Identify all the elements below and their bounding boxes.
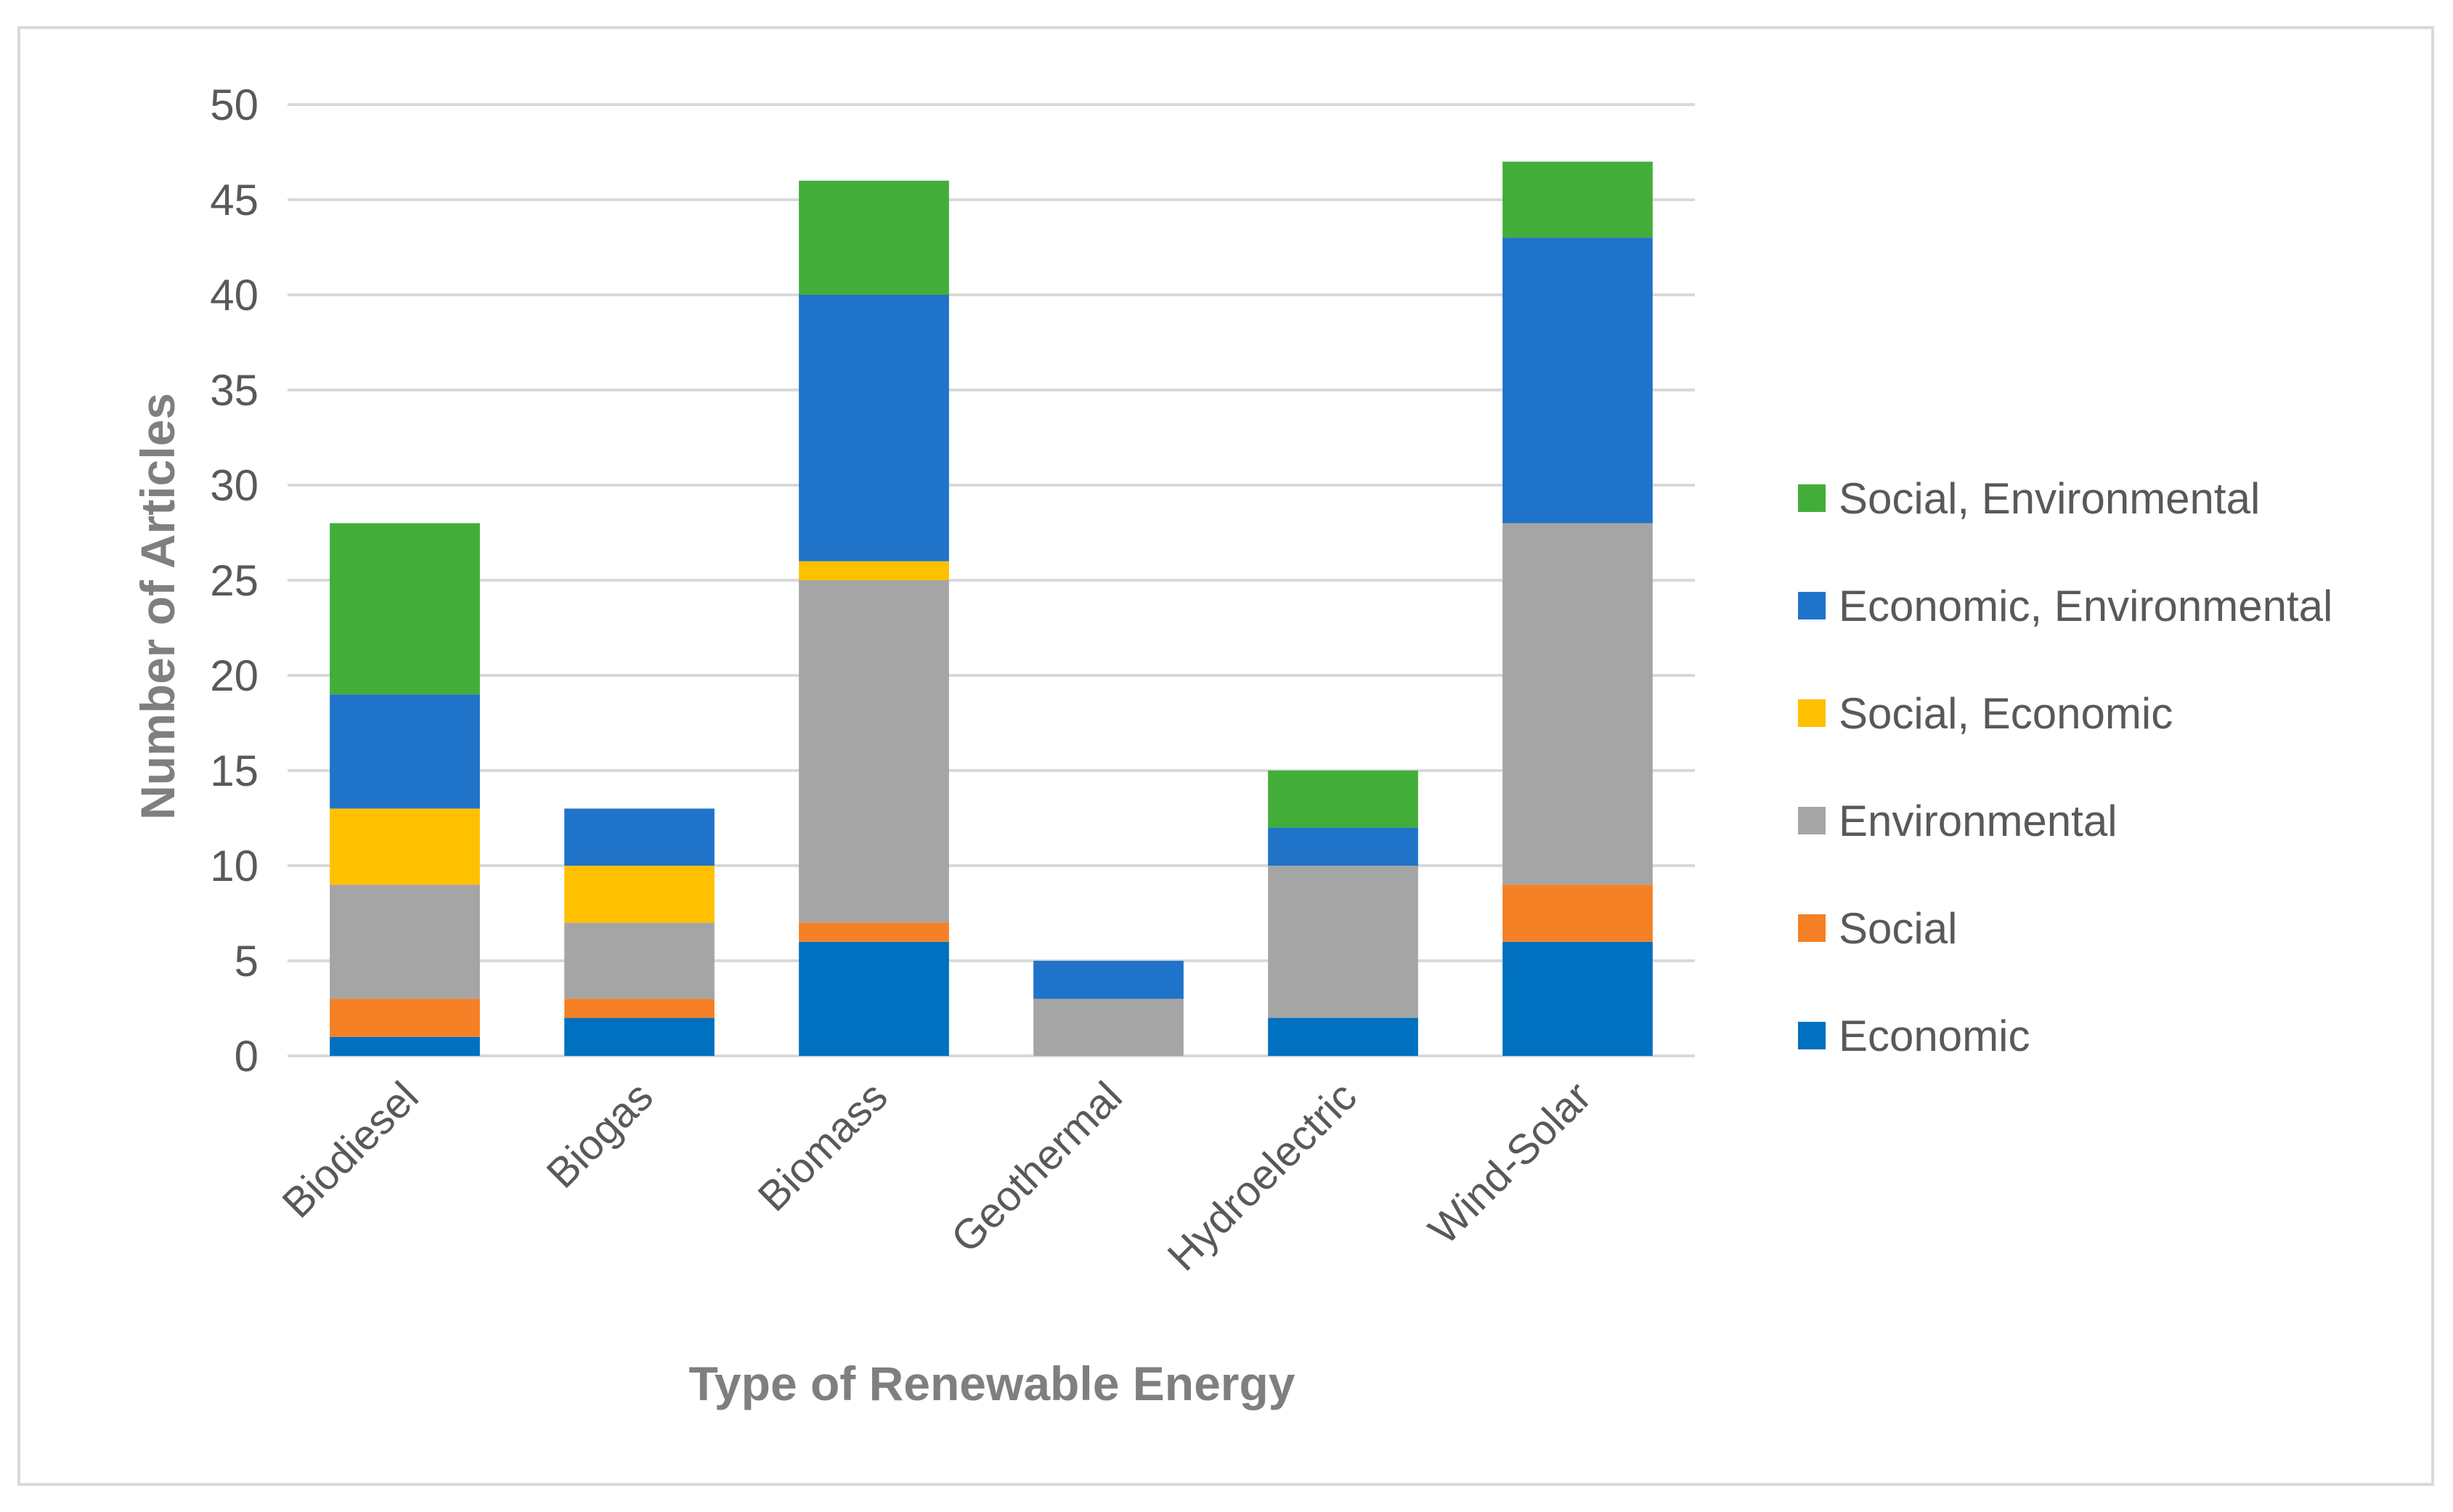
x-axis-title: Type of Renewable Energy: [689, 1357, 1295, 1410]
legend-swatch-social-economic: [1798, 699, 1826, 727]
bar-wind-solar-environmental: [1502, 523, 1653, 885]
bar-wind-solar-social-environmental: [1502, 161, 1653, 238]
bar-wind-solar-economic-environmental: [1502, 237, 1653, 524]
y-tick-label: 30: [210, 461, 259, 510]
y-tick-label: 50: [210, 81, 259, 129]
bar-biodiesel-economic: [330, 1036, 480, 1056]
bar-geothermal-economic-environmental: [1033, 961, 1184, 999]
bar-biomass-social-environmental: [799, 180, 949, 295]
bar-biodiesel-social-economic: [330, 808, 480, 885]
bar-biomass-social-economic: [799, 561, 949, 580]
gridlines: [288, 103, 1695, 1057]
x-tick-label-hydroelectric: Hydroelectric: [1158, 1073, 1365, 1280]
bar-hydroelectric-economic-environmental: [1268, 827, 1418, 866]
stacked-bar-chart: 0 5 10 15 20 25 30 35 40 45 50 Biodiesel Biogas Biom…: [131, 81, 2332, 1410]
bar-geothermal-environmental: [1033, 999, 1184, 1056]
legend: Social, Environmental Economic, Environme…: [1798, 474, 2332, 1060]
bar-biodiesel-environmental: [330, 885, 480, 999]
bar-hydroelectric-social-environmental: [1268, 771, 1418, 828]
legend-label-economic-environmental: Economic, Environmental: [1839, 582, 2332, 630]
bars: [330, 161, 1653, 1056]
legend-swatch-social-environmental: [1798, 484, 1826, 512]
legend-swatch-environmental: [1798, 807, 1826, 834]
y-tick-label: 45: [210, 176, 259, 224]
y-tick-label: 5: [235, 937, 259, 985]
y-tick-label: 10: [210, 842, 259, 890]
legend-label-social-environmental: Social, Environmental: [1839, 474, 2260, 523]
y-tick-label: 15: [210, 747, 259, 795]
x-tick-label-biomass: Biomass: [749, 1073, 896, 1220]
bar-biodiesel-economic-environmental: [330, 694, 480, 809]
legend-swatch-economic: [1798, 1022, 1826, 1049]
bar-biomass-social: [799, 922, 949, 942]
legend-swatch-economic-environmental: [1798, 592, 1826, 619]
bar-biodiesel-social-environmental: [330, 523, 480, 695]
bar-biogas-social: [564, 999, 715, 1018]
bar-hydroelectric-economic: [1268, 1017, 1418, 1056]
y-tick-label: 35: [210, 366, 259, 415]
bar-biomass-economic-environmental: [799, 295, 949, 561]
bar-biodiesel-social: [330, 999, 480, 1037]
y-tick-label: 0: [235, 1032, 259, 1081]
bar-wind-solar-social: [1502, 885, 1653, 942]
y-axis-ticks: 0 5 10 15 20 25 30 35 40 45 50: [210, 81, 259, 1081]
bar-biogas-environmental: [564, 922, 715, 999]
y-axis-title: Number of Articles: [131, 393, 184, 820]
x-tick-label-geothermal: Geothermal: [942, 1073, 1131, 1261]
bar-biomass-economic: [799, 941, 949, 1056]
legend-label-social: Social: [1839, 904, 1957, 953]
legend-label-social-economic: Social, Economic: [1839, 689, 2173, 738]
bar-biomass-environmental: [799, 580, 949, 923]
bar-hydroelectric-environmental: [1268, 866, 1418, 1018]
bar-biogas-social-economic: [564, 866, 715, 923]
chart-frame: 0 5 10 15 20 25 30 35 40 45 50 Biodiesel Biogas Biom…: [17, 26, 2434, 1486]
bar-biogas-economic: [564, 1017, 715, 1056]
legend-label-economic: Economic: [1839, 1012, 2030, 1060]
y-tick-label: 25: [210, 556, 259, 605]
x-axis-ticks: Biodiesel Biogas Biomass Geothermal Hydroele…: [273, 1073, 1600, 1280]
bar-biogas-economic-environmental: [564, 808, 715, 866]
legend-label-environmental: Environmental: [1839, 797, 2118, 845]
bar-wind-solar-economic: [1502, 941, 1653, 1056]
y-tick-label: 20: [210, 651, 259, 700]
x-tick-label-biodiesel: Biodiesel: [273, 1073, 427, 1227]
y-tick-label: 40: [210, 271, 259, 320]
legend-swatch-social: [1798, 914, 1826, 942]
x-tick-label-biogas: Biogas: [537, 1073, 662, 1197]
x-tick-label-wind-solar: Wind-Solar: [1420, 1073, 1600, 1253]
